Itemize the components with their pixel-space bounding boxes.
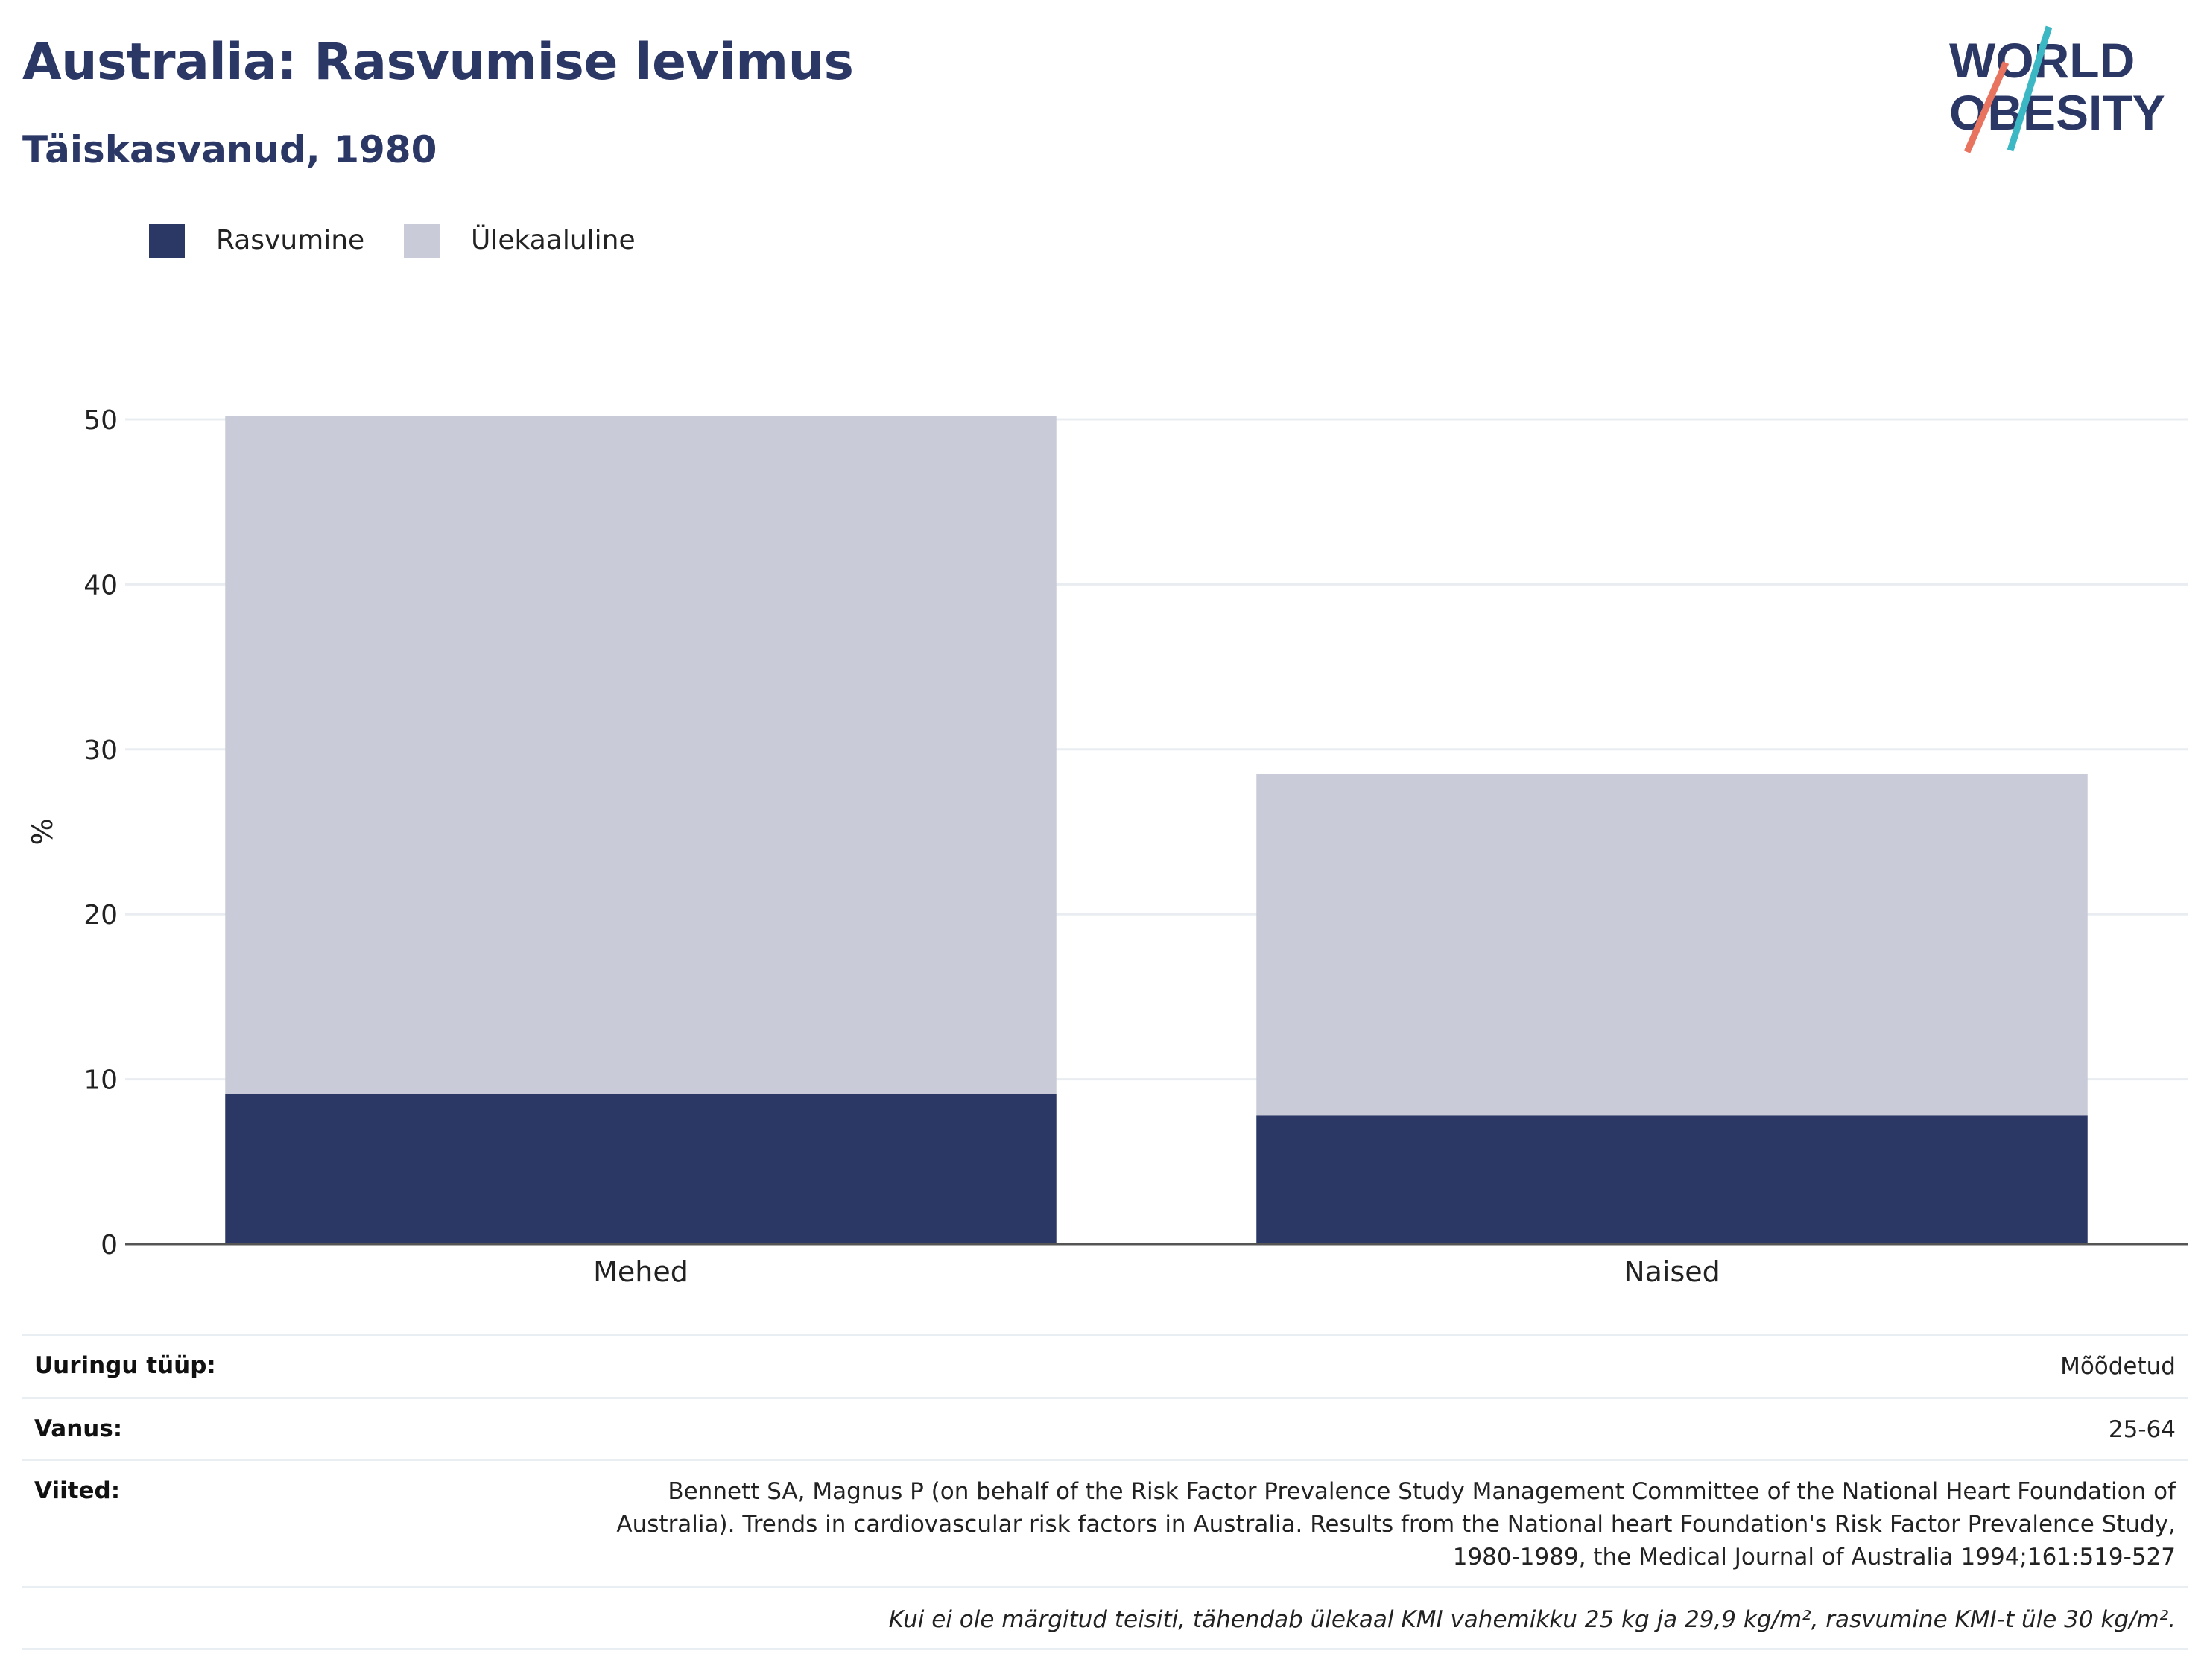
info-row-age: Vanus: 25-64 — [22, 1397, 2188, 1459]
definition-note: Kui ei ole märgitud teisiti, tähendab ül… — [888, 1606, 2176, 1633]
logo-slash-teal — [2007, 25, 2053, 152]
y-tick-label: 40 — [83, 570, 118, 600]
bar-chart: 0 10 20 30 40 50% Mehed Naised — [26, 405, 2188, 1288]
legend-label-obesity: Rasvumine — [216, 225, 365, 256]
reference-line: Australia). Trends in cardiovascular ris… — [616, 1511, 2176, 1538]
reference-line: Bennett SA, Magnus P (on behalf of the R… — [668, 1478, 2176, 1505]
y-tick-label: 20 — [83, 900, 118, 931]
y-tick-label: 30 — [83, 735, 118, 766]
age-label: Vanus: — [34, 1416, 123, 1442]
y-tick-label: 10 — [83, 1065, 118, 1096]
references-label: Viited: — [34, 1477, 121, 1504]
chart-title: Australia: Rasvumise levimus — [22, 33, 854, 92]
world-obesity-logo: WORLD OBESITY — [1949, 25, 2165, 153]
legend-swatch-obesity — [149, 224, 185, 258]
y-tick-label: 0 — [101, 1230, 118, 1261]
bar-overweight — [225, 416, 1057, 1094]
bar-obesity — [225, 1094, 1057, 1244]
info-table: Uuringu tüüp: Mõõdetud Vanus: 25-64 Viit… — [22, 1334, 2188, 1650]
x-tick-label: Mehed — [593, 1255, 688, 1288]
bar-obesity — [1256, 1115, 2088, 1244]
info-row-survey-type: Uuringu tüüp: Mõõdetud — [22, 1334, 2188, 1397]
survey-type-label: Uuringu tüüp: — [34, 1352, 216, 1379]
survey-type-value: Mõõdetud — [2060, 1353, 2176, 1380]
legend-swatch-overweight — [404, 224, 440, 258]
chart-subtitle: Täiskasvanud, 1980 — [22, 128, 437, 171]
references-value: Bennett SA, Magnus P (on behalf of the R… — [22, 1461, 2188, 1573]
reference-line: 1980-1989, the Medical Journal of Austra… — [1452, 1544, 2176, 1570]
y-axis-label: % — [26, 818, 59, 845]
legend-label-overweight: Ülekaaluline — [471, 225, 636, 256]
info-row-references: Viited: Bennett SA, Magnus P (on behalf … — [22, 1459, 2188, 1586]
info-row-note: Kui ei ole märgitud teisiti, tähendab ül… — [22, 1586, 2188, 1650]
bar-overweight — [1256, 774, 2088, 1116]
logo-slash-coral — [1963, 61, 2010, 153]
y-tick-label: 50 — [83, 405, 118, 436]
age-value: 25-64 — [2108, 1416, 2176, 1443]
x-tick-label: Naised — [1624, 1255, 1720, 1288]
